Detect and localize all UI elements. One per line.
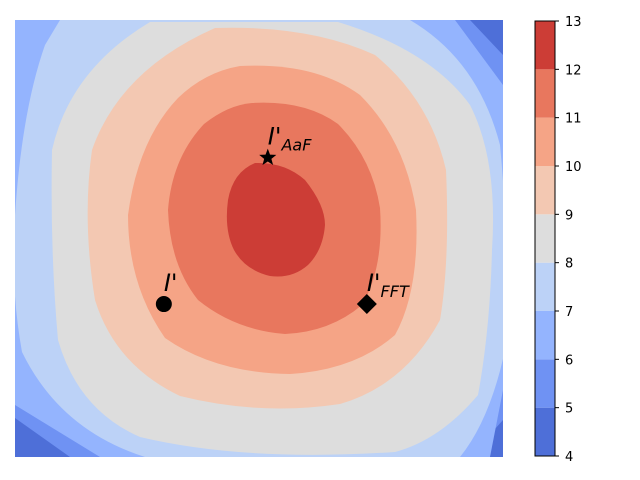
colorbar-tick-label: 11 bbox=[565, 112, 582, 127]
contour-level-12-13 bbox=[226, 162, 325, 277]
colorbar-tick-label: 6 bbox=[565, 353, 573, 368]
colorbar-tick-label: 13 bbox=[565, 15, 582, 30]
colorbar-segment bbox=[535, 214, 555, 263]
colorbar-segment bbox=[535, 262, 555, 311]
colorbar-tick-label: 7 bbox=[565, 305, 573, 320]
colorbar-tick-label: 12 bbox=[565, 63, 582, 78]
marker-label: I' bbox=[164, 269, 178, 297]
colorbar-segment bbox=[535, 117, 555, 166]
colorbar-frame bbox=[534, 20, 556, 457]
colorbar-tick-label: 9 bbox=[565, 208, 573, 223]
colorbar-segment bbox=[535, 311, 555, 360]
colorbar-tick-label: 5 bbox=[565, 402, 573, 417]
colorbar-segment bbox=[535, 359, 555, 408]
marker-star bbox=[259, 148, 277, 165]
colorbar-tick-label: 8 bbox=[565, 257, 573, 272]
markers-layer: I' I'AaF I'FFT bbox=[155, 123, 410, 315]
marker-circle bbox=[155, 296, 172, 313]
contour-plot-area bbox=[15, 20, 503, 457]
colorbar: 4 5 6 7 8 9 10 11 12 13 bbox=[534, 15, 582, 465]
colorbar-segment bbox=[535, 407, 555, 456]
colorbar-segment bbox=[535, 166, 555, 215]
colorbar-segment bbox=[535, 69, 555, 118]
colorbar-tick-label: 10 bbox=[565, 160, 582, 175]
colorbar-segment bbox=[535, 21, 555, 70]
colorbar-tick-label: 4 bbox=[565, 450, 573, 465]
marker-label: I'FFT bbox=[367, 269, 410, 301]
marker-diamond bbox=[356, 294, 377, 315]
marker-label: I'AaF bbox=[268, 123, 312, 155]
